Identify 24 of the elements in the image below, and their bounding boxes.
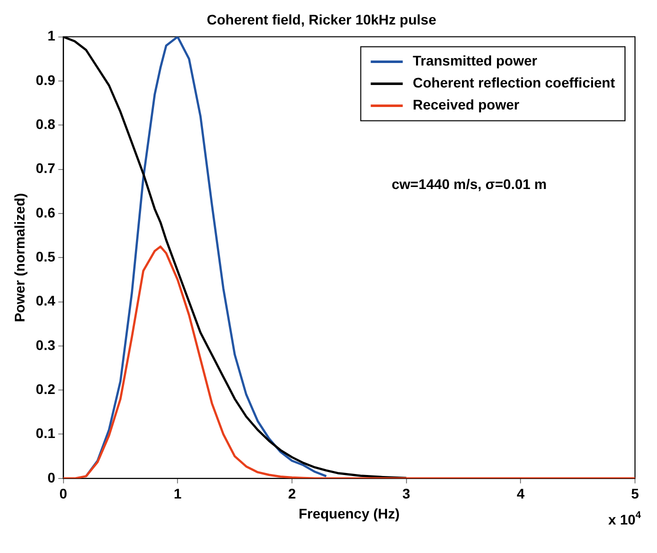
y-tick-label: 0.4	[36, 292, 56, 309]
annotation: cw=1440 m/s, σ=0.01 m	[392, 176, 547, 192]
x-tick-label: 2	[288, 486, 296, 502]
legend-label: Received power	[412, 96, 520, 113]
legend-label: Transmitted power	[412, 52, 538, 69]
y-tick-label: 0	[47, 469, 56, 486]
x-tick-label: 3	[402, 486, 410, 502]
y-tick-label: 0.3	[36, 336, 56, 353]
chart-title: Coherent field, Ricker 10kHz pulse	[206, 11, 436, 28]
x-tick-label: 1	[174, 486, 182, 502]
y-tick-label: 0.1	[36, 425, 56, 442]
y-tick-label: 0.9	[36, 72, 56, 88]
y-tick-label: 0.6	[36, 204, 56, 220]
legend-label: Coherent reflection coefficient	[412, 74, 616, 91]
y-tick-label: 0.5	[36, 248, 56, 264]
y-tick-label: 1	[47, 28, 56, 44]
x-tick-label: 0	[59, 486, 68, 502]
y-tick-label: 0.7	[36, 160, 56, 176]
y-tick-label: 0.8	[36, 116, 56, 132]
y-axis-title: Power (normalized)	[11, 193, 28, 322]
x-axis-title: Frequency (Hz)	[298, 505, 400, 522]
x-tick-label: 4	[516, 486, 525, 502]
y-tick-label: 0.2	[36, 380, 56, 397]
x-tick-label: 5	[631, 486, 640, 502]
